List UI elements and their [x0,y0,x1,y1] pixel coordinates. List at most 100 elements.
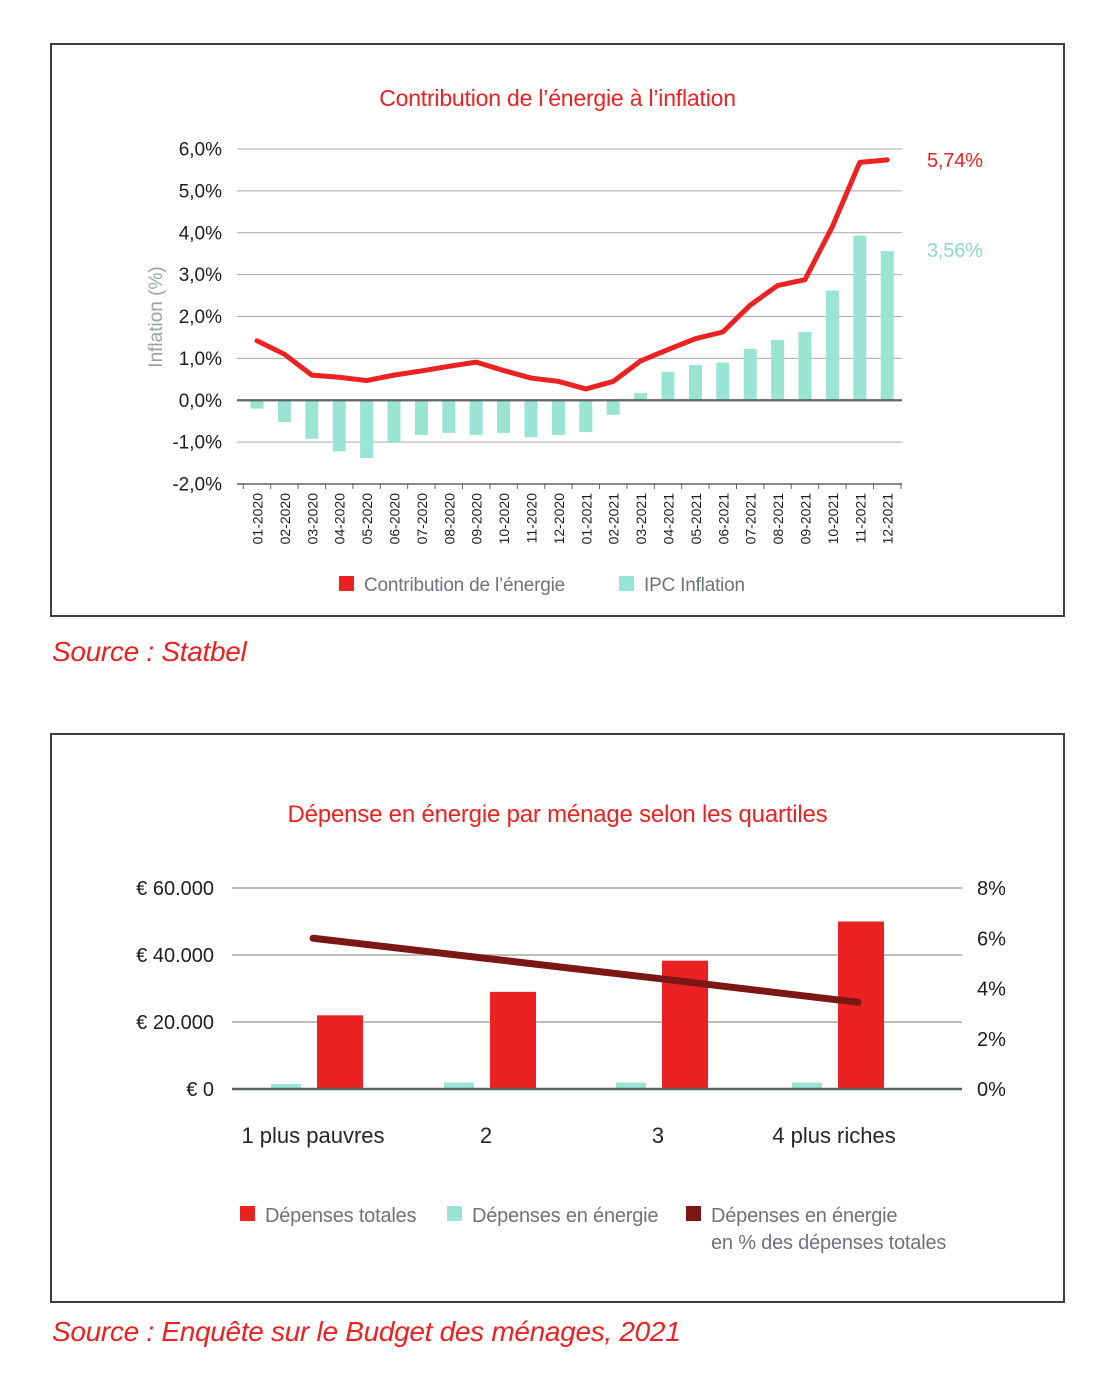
category-label: 3 [652,1123,664,1148]
right-axis-tick-label: 2% [977,1029,1006,1051]
inflation-chart-plot: 6,0% 5,0% 4,0% 3,0% 2,0% 1,0% 0,0% -1,0% -2,0% 01… [172,140,902,545]
ipc-bar [442,400,456,433]
ipc-bar [497,400,511,433]
category-labels: 1 plus pauvres 2 3 4 plus riches [241,1123,895,1148]
energy-expense-bar [271,1083,301,1089]
legend-label: Dépenses en énergie en % des dépenses to… [711,1205,947,1254]
inflation-y-axis-label: Inflation (%) [146,266,167,368]
x-tick-label: 11-2021 [852,493,868,544]
total-expense-bar [838,921,884,1089]
x-axis-tick-labels: 01-2020 02-2020 03-2020 04-2020 05-2020 06-20… [250,493,896,545]
ipc-bar [688,365,702,401]
source-budget-survey: Source : Enquête sur le Budget des ménag… [52,1316,681,1347]
y-tick-label: -2,0% [172,475,222,496]
legend-label: Dépenses en énergie [472,1205,659,1227]
x-tick-label: 05-2020 [359,493,375,545]
energy-expense-chart-title: Dépense en énergie par ménage selon les … [287,801,828,828]
left-axis-tick-label: € 60.000 [136,878,214,900]
energy-expense-chart-plot: € 60.000 € 40.000 € 20.000 € 0 8% 6% 4% 2% 0% 1 p… [136,878,1006,1148]
x-tick-label: 07-2021 [743,493,759,545]
x-tick-label: 02-2021 [606,493,622,545]
x-tick-label: 05-2021 [688,493,704,545]
expense-bars [271,921,884,1089]
legend-item-ipc-inflation: IPC Inflation [619,573,745,599]
total-expenses-swatch-icon [240,1206,255,1221]
x-tick-label: 12-2020 [551,493,567,545]
y-tick-label: 1,0% [179,349,222,370]
x-axis-ticks [242,484,902,489]
x-tick-label: 11-2020 [524,493,540,544]
ipc-bar [771,339,785,401]
y-tick-label: 4,0% [179,223,222,244]
ipc-bar [606,400,620,415]
x-tick-label: 01-2020 [250,493,266,545]
ipc-bar [716,362,730,401]
ipc-bar [743,348,757,401]
left-axis-labels: € 60.000 € 40.000 € 20.000 € 0 [136,878,214,1101]
legend-label: Dépenses totales [265,1205,417,1227]
x-tick-label: 06-2020 [387,493,403,545]
category-label: 1 plus pauvres [241,1123,384,1148]
x-tick-label: 08-2021 [770,493,786,545]
x-tick-label: 12-2021 [880,493,896,545]
legend-label: IPC Inflation [644,575,745,596]
energy-percent-swatch-icon [686,1206,701,1221]
ipc-bar [880,251,894,401]
x-tick-label: 08-2020 [441,493,457,545]
ipc-inflation-bars [250,235,894,459]
x-tick-label: 04-2020 [332,493,348,545]
ipc-bar [853,235,867,401]
category-label: 2 [480,1123,492,1148]
energy-contribution-swatch-icon [339,576,354,591]
ipc-bar [634,393,648,401]
x-tick-label: 03-2020 [304,493,320,545]
x-tick-label: 02-2020 [277,493,293,545]
energy-expense-bar [444,1082,474,1089]
y-tick-label: 5,0% [179,181,222,202]
right-axis-tick-label: 0% [977,1079,1006,1101]
ipc-bar [661,371,675,401]
energy-expense-bar [616,1082,646,1089]
x-tick-label: 07-2020 [414,493,430,545]
legend-item-energy-percent: Dépenses en énergie en % des dépenses to… [686,1203,946,1257]
left-axis-tick-label: € 0 [186,1079,214,1101]
ipc-bar [579,400,593,433]
source-statbel: Source : Statbel [52,636,247,667]
ipc-bar [332,400,346,452]
ipc-bar [524,400,538,438]
energy-expense-bar [792,1082,822,1089]
ipc-bar [469,400,483,436]
y-tick-label: 6,0% [179,140,222,161]
energy-contribution-line [254,157,890,392]
gridlines [237,148,902,443]
legend-item-total-expenses: Dépenses totales [240,1203,417,1230]
x-tick-label: 03-2021 [633,493,649,545]
x-tick-label: 10-2021 [825,493,841,545]
x-tick-label: 06-2021 [715,493,731,545]
ipc-bar [250,400,264,409]
left-axis-tick-label: € 20.000 [136,1012,214,1034]
left-axis-tick-label: € 40.000 [136,945,214,967]
y-tick-label: 3,0% [179,265,222,286]
right-axis-tick-label: 6% [977,928,1006,950]
energy-line-end-value: 5,74% [927,150,983,172]
x-tick-label: 09-2021 [798,493,814,545]
right-axis-labels: 8% 6% 4% 2% 0% [977,878,1006,1101]
y-tick-label: -1,0% [172,433,222,454]
x-tick-label: 09-2020 [469,493,485,545]
category-label: 4 plus riches [772,1123,896,1148]
total-expense-bar [490,991,536,1089]
energy-percent-line [309,934,862,1006]
ipc-bar [277,400,291,423]
legend-item-energy-expenses: Dépenses en énergie [447,1203,659,1230]
x-tick-label: 10-2020 [496,493,512,545]
ipc-bar [798,331,812,401]
ipc-inflation-swatch-icon [619,576,634,591]
ipc-bar [360,400,374,459]
ipc-bar [551,400,565,436]
ipc-bar [414,400,428,436]
legend-label: Contribution de l’énergie [364,575,565,596]
inflation-chart-title: Contribution de l’énergie à l’inflation [379,85,736,111]
ipc-bar [825,290,839,401]
y-tick-label: 2,0% [179,307,222,328]
